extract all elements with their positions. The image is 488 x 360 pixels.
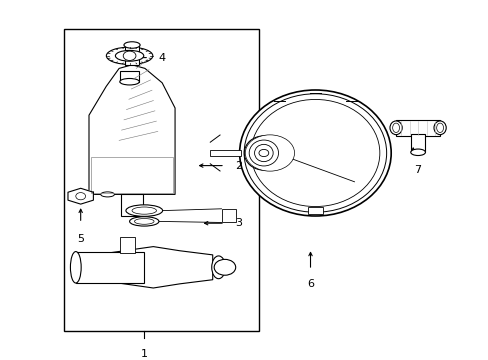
Ellipse shape <box>132 207 156 214</box>
Ellipse shape <box>410 149 425 156</box>
Circle shape <box>257 144 282 162</box>
Bar <box>221 209 236 222</box>
Ellipse shape <box>124 42 140 48</box>
Circle shape <box>123 51 136 60</box>
Bar <box>76 252 144 283</box>
Text: 2: 2 <box>234 161 242 171</box>
Text: 4: 4 <box>159 53 166 63</box>
Ellipse shape <box>244 136 283 170</box>
Text: 1: 1 <box>141 349 147 359</box>
Ellipse shape <box>134 219 154 224</box>
Bar <box>91 157 172 193</box>
Bar <box>210 150 240 156</box>
Ellipse shape <box>70 252 81 283</box>
Ellipse shape <box>125 205 162 216</box>
Ellipse shape <box>120 78 139 85</box>
Circle shape <box>253 141 286 165</box>
Bar <box>120 237 135 253</box>
Polygon shape <box>81 247 212 288</box>
Bar <box>395 120 439 136</box>
Bar <box>410 134 425 152</box>
Polygon shape <box>89 65 175 194</box>
Ellipse shape <box>239 90 390 216</box>
Circle shape <box>259 149 268 157</box>
Text: 7: 7 <box>414 165 421 175</box>
Polygon shape <box>68 188 93 204</box>
Circle shape <box>214 259 235 275</box>
Ellipse shape <box>101 192 114 197</box>
Ellipse shape <box>254 144 273 162</box>
Circle shape <box>76 193 85 200</box>
Ellipse shape <box>436 123 443 132</box>
Text: 5: 5 <box>77 234 84 244</box>
Bar <box>121 194 143 216</box>
Ellipse shape <box>211 256 225 279</box>
Ellipse shape <box>433 121 446 135</box>
Ellipse shape <box>249 140 278 166</box>
Circle shape <box>248 138 290 168</box>
Ellipse shape <box>389 121 401 135</box>
Ellipse shape <box>106 47 153 64</box>
Bar <box>120 71 139 82</box>
Bar <box>307 207 322 214</box>
Circle shape <box>245 135 294 171</box>
Bar <box>124 45 139 65</box>
Text: 6: 6 <box>306 279 313 289</box>
Ellipse shape <box>115 50 143 61</box>
Bar <box>63 29 259 331</box>
Ellipse shape <box>392 123 399 132</box>
Text: 3: 3 <box>234 218 241 228</box>
Ellipse shape <box>129 217 159 226</box>
